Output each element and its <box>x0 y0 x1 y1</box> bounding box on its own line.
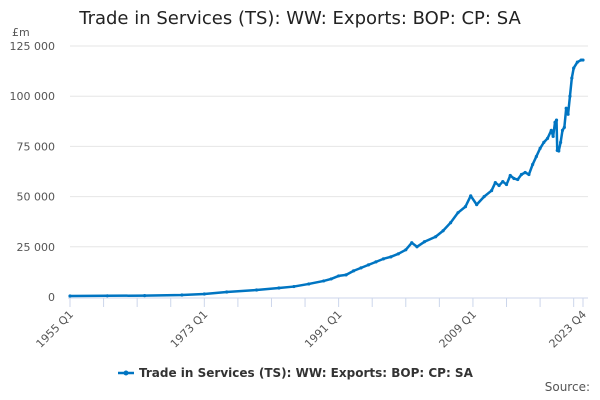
data-point <box>482 195 486 199</box>
data-point <box>366 263 371 267</box>
data-point <box>404 248 408 252</box>
x-tick-label: 1955 Q1 <box>34 308 77 351</box>
data-point <box>523 170 527 175</box>
data-point <box>542 140 546 144</box>
data-point <box>504 182 509 187</box>
data-point <box>508 173 512 178</box>
data-point <box>575 60 580 64</box>
data-point <box>143 293 147 298</box>
data-point <box>497 183 501 188</box>
data-point <box>551 134 555 138</box>
y-axis-unit-label: £m <box>12 26 30 39</box>
x-tick-label: 1973 Q1 <box>168 308 211 351</box>
data-point <box>545 136 550 140</box>
data-point <box>351 269 356 273</box>
data-point <box>410 241 414 245</box>
data-point <box>202 292 206 296</box>
data-point <box>322 279 326 283</box>
data-point <box>501 179 505 184</box>
data-point <box>557 149 561 153</box>
data-point <box>581 58 585 62</box>
data-point <box>566 112 570 116</box>
data-point <box>292 284 296 289</box>
data-point <box>564 106 568 110</box>
data-point <box>554 118 559 122</box>
series-line <box>69 58 583 298</box>
data-point <box>254 288 259 292</box>
data-point <box>493 180 497 185</box>
chart-title: Trade in Services (TS): WW: Exports: BOP… <box>79 8 521 29</box>
data-point <box>441 229 445 233</box>
y-tick-label: 125 000 <box>10 40 56 53</box>
data-point <box>359 266 363 270</box>
data-point <box>560 128 565 132</box>
data-point <box>415 245 419 249</box>
y-tick-label: 50 000 <box>17 191 56 204</box>
data-point <box>531 162 535 167</box>
data-point <box>562 125 566 129</box>
y-tick-label: 75 000 <box>17 140 56 153</box>
data-point <box>329 277 333 281</box>
data-point <box>105 294 109 298</box>
legend-item-label: Trade in Services (TS): WW: Exports: BOP… <box>139 366 474 380</box>
data-point <box>448 221 453 225</box>
data-point <box>469 194 473 198</box>
data-point <box>568 94 572 98</box>
y-tick-label: 100 000 <box>10 90 56 103</box>
data-point <box>180 293 184 297</box>
data-point <box>489 188 494 193</box>
data-point <box>527 172 531 177</box>
data-point <box>534 154 538 159</box>
data-point <box>572 66 576 70</box>
x-tick-label: 2023 Q4 <box>547 308 590 351</box>
data-point <box>307 282 311 286</box>
data-point <box>337 274 341 278</box>
data-point <box>381 257 385 261</box>
data-point <box>519 172 524 177</box>
data-point <box>389 255 393 259</box>
data-point <box>422 240 427 244</box>
data-point <box>516 177 520 182</box>
data-point <box>374 260 378 264</box>
y-tick-label: 25 000 <box>17 241 56 254</box>
data-point <box>68 294 72 298</box>
data-point <box>277 286 281 290</box>
data-point <box>570 76 574 80</box>
x-tick-label: 1991 Q1 <box>302 308 345 351</box>
data-point <box>549 128 553 132</box>
data-point <box>475 203 479 207</box>
data-point <box>559 140 563 144</box>
data-point <box>344 273 348 277</box>
data-point <box>512 176 516 181</box>
data-point <box>538 146 542 151</box>
data-point <box>225 290 229 294</box>
source-label: Source: <box>544 380 590 394</box>
data-point <box>434 235 438 239</box>
x-tick-label: 2009 Q1 <box>437 308 480 351</box>
y-tick-label: 0 <box>48 291 55 304</box>
data-point <box>463 205 468 209</box>
legend-marker-icon <box>123 370 129 376</box>
data-point <box>456 211 460 215</box>
data-point <box>396 252 400 256</box>
